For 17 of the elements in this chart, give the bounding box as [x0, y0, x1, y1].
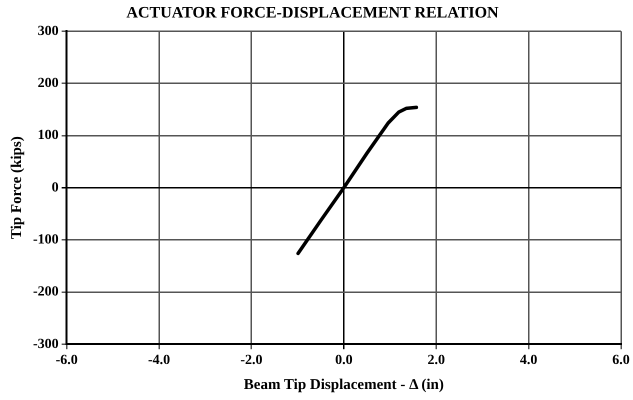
x-tick-label: -2.0 — [240, 353, 263, 368]
x-tick-label: 2.0 — [427, 353, 445, 368]
x-tick-label: 0.0 — [335, 353, 353, 368]
y-tick-label: 200 — [38, 76, 59, 91]
y-tick-label: 300 — [38, 24, 59, 39]
y-tick-label: -200 — [32, 284, 59, 300]
x-tick-label: 4.0 — [520, 353, 538, 368]
x-axis-title: Beam Tip Displacement - Δ (in) — [244, 376, 444, 393]
y-tick-label: -100 — [32, 232, 59, 248]
y-tick-label: -300 — [32, 336, 59, 352]
y-tick-label: 0 — [52, 180, 59, 196]
y-axis-title: Tip Force (kips) — [8, 136, 25, 240]
x-tick-label: 6.0 — [612, 353, 630, 368]
x-tick-label: -6.0 — [56, 353, 78, 368]
x-tick-label: -4.0 — [148, 353, 170, 368]
y-tick-label: 100 — [38, 128, 59, 144]
chart-title: ACTUATOR FORCE-DISPLACEMENT RELATION — [126, 4, 500, 22]
